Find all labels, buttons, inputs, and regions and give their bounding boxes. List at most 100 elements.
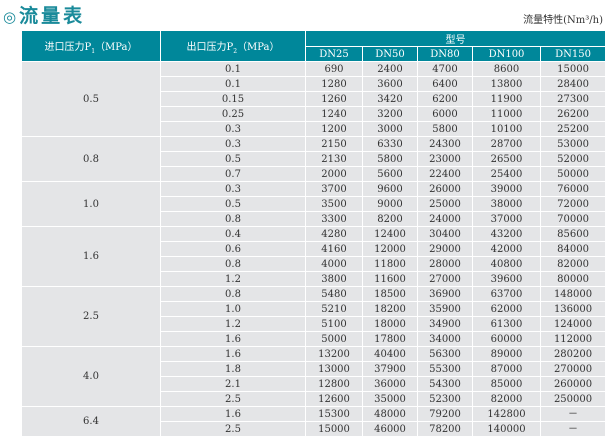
flow-cell: 2000: [305, 166, 363, 182]
flow-cell: 34000: [417, 331, 473, 347]
flow-cell: 26200: [539, 106, 605, 122]
flow-cell: 4280: [305, 226, 363, 242]
table-row: 0.8 3300 8200 24000 37000 70000: [22, 211, 605, 227]
flow-cell: 3200: [362, 106, 418, 122]
inlet-pressure-cell: 0.8: [21, 136, 161, 182]
flow-cell: 136000: [539, 301, 605, 317]
flow-cell: 50000: [539, 166, 605, 182]
outlet-pressure-cell: 1.6: [160, 406, 306, 422]
inlet-pressure-cell: 6.4: [21, 406, 161, 437]
flow-cell: 4160: [305, 241, 363, 257]
flow-cell: 1280: [305, 76, 363, 92]
unit-label: 流量特性(Nm³/h): [523, 15, 603, 26]
flow-cell: 62000: [472, 301, 541, 317]
flow-cell: 5480: [305, 286, 363, 302]
flow-cell: 35000: [362, 391, 418, 407]
flow-cell: 15000: [305, 421, 363, 437]
outlet-pressure-cell: 1.6: [160, 331, 306, 347]
flow-cell: 36900: [417, 286, 473, 302]
flow-cell: 85600: [539, 226, 605, 242]
flow-cell: 260000: [539, 376, 605, 392]
outlet-pressure-cell: 2.5: [160, 421, 306, 437]
header-model-dn50: DN50: [362, 46, 418, 62]
flow-cell: 9600: [362, 181, 418, 197]
flow-cell: 13000: [305, 361, 363, 377]
flow-cell: 63700: [472, 286, 541, 302]
flow-cell: 140000: [472, 421, 541, 437]
flow-cell: 12400: [362, 226, 418, 242]
flow-cell: 25000: [417, 196, 473, 212]
flow-cell: 6330: [362, 136, 418, 152]
flow-cell: 3300: [305, 211, 363, 227]
flow-cell: 5800: [362, 151, 418, 167]
flow-cell: 56300: [417, 346, 473, 362]
flow-cell: 76000: [539, 181, 605, 197]
flow-cell: 40400: [362, 346, 418, 362]
flow-cell: 18200: [362, 301, 418, 317]
flow-cell: 3000: [362, 121, 418, 137]
flow-cell: 34900: [417, 316, 473, 332]
flow-cell: 280200: [539, 346, 605, 362]
outlet-pressure-cell: 0.4: [160, 226, 306, 242]
flow-cell: 82000: [539, 256, 605, 272]
flow-cell: 28700: [472, 136, 541, 152]
table-row: 0.5 2130 5800 23000 26500 52000: [22, 151, 605, 167]
table-row: 2.5 0.8 5480 18500 36900 63700 148000: [21, 286, 605, 347]
flow-cell: －: [539, 421, 605, 437]
flow-cell: 11600: [362, 271, 418, 287]
outlet-pressure-cell: 0.5: [160, 151, 306, 167]
flow-cell: 78200: [417, 421, 473, 437]
flow-cell: 17800: [362, 331, 418, 347]
flow-cell: 3800: [305, 271, 363, 287]
flow-cell: 84000: [539, 241, 605, 257]
flow-cell: 5100: [305, 316, 363, 332]
flow-cell: 70000: [539, 211, 605, 227]
table-row: 1.2 3800 11600 27000 39600 80000: [22, 271, 605, 287]
flow-cell: 82000: [472, 391, 541, 407]
header-model: 型号: [304, 30, 605, 47]
flow-cell: 27000: [417, 271, 473, 287]
flow-cell: 112000: [539, 331, 605, 347]
flow-cell: 52300: [417, 391, 473, 407]
table-row: 0.6 4160 12000 29000 42000 84000: [22, 241, 605, 257]
flow-cell: 85000: [472, 376, 541, 392]
flow-cell: 36000: [362, 376, 418, 392]
outlet-pressure-cell: 1.2: [160, 316, 306, 332]
flow-cell: 13800: [472, 76, 541, 92]
table-row: 1.0 0.3 3700 9600 26000 39000 76000: [21, 181, 605, 227]
flow-cell: 8600: [472, 61, 541, 77]
flow-cell: 2130: [305, 151, 363, 167]
table-row: 0.5 0.1 690 2400 4700 8600 15000: [21, 61, 605, 137]
flow-cell: －: [539, 406, 605, 422]
flow-cell: 29000: [417, 241, 473, 257]
outlet-pressure-cell: 0.3: [160, 136, 306, 152]
flow-cell: 12000: [362, 241, 418, 257]
flow-cell: 72000: [539, 196, 605, 212]
table-row: 6.4 1.6 15300 48000 79200 142800 －: [21, 406, 605, 437]
flow-cell: 60000: [472, 331, 541, 347]
flow-cell: 24000: [417, 211, 473, 227]
flow-cell: 11000: [472, 106, 541, 122]
page-title: ◎ 流量表: [3, 1, 85, 28]
flow-cell: 5600: [362, 166, 418, 182]
flow-cell: 38000: [472, 196, 541, 212]
table-row: 4.0 1.6 13200 40400 56300 89000 280200: [21, 346, 605, 407]
flow-cell: 3500: [305, 196, 363, 212]
flow-cell: 28000: [417, 256, 473, 272]
inlet-pressure-cell: 1.0: [21, 181, 161, 227]
outlet-pressure-cell: 0.7: [160, 166, 306, 182]
outlet-pressure-cell: 0.15: [160, 91, 306, 107]
flow-cell: 37000: [472, 211, 541, 227]
header-model-dn80: DN80: [417, 46, 473, 62]
flow-cell: 18000: [362, 316, 418, 332]
flow-cell: 25200: [539, 121, 605, 137]
flow-cell: 27300: [539, 91, 605, 107]
flow-cell: 39000: [472, 181, 541, 197]
flow-cell: 53000: [539, 136, 605, 152]
flow-cell: 1240: [305, 106, 363, 122]
flow-cell: 55300: [417, 361, 473, 377]
flow-cell: 13200: [305, 346, 363, 362]
table-row: 1.6 5000 17800 34000 60000 112000: [22, 331, 605, 347]
inlet-pressure-cell: 1.6: [21, 226, 161, 287]
flow-cell: 87000: [472, 361, 541, 377]
